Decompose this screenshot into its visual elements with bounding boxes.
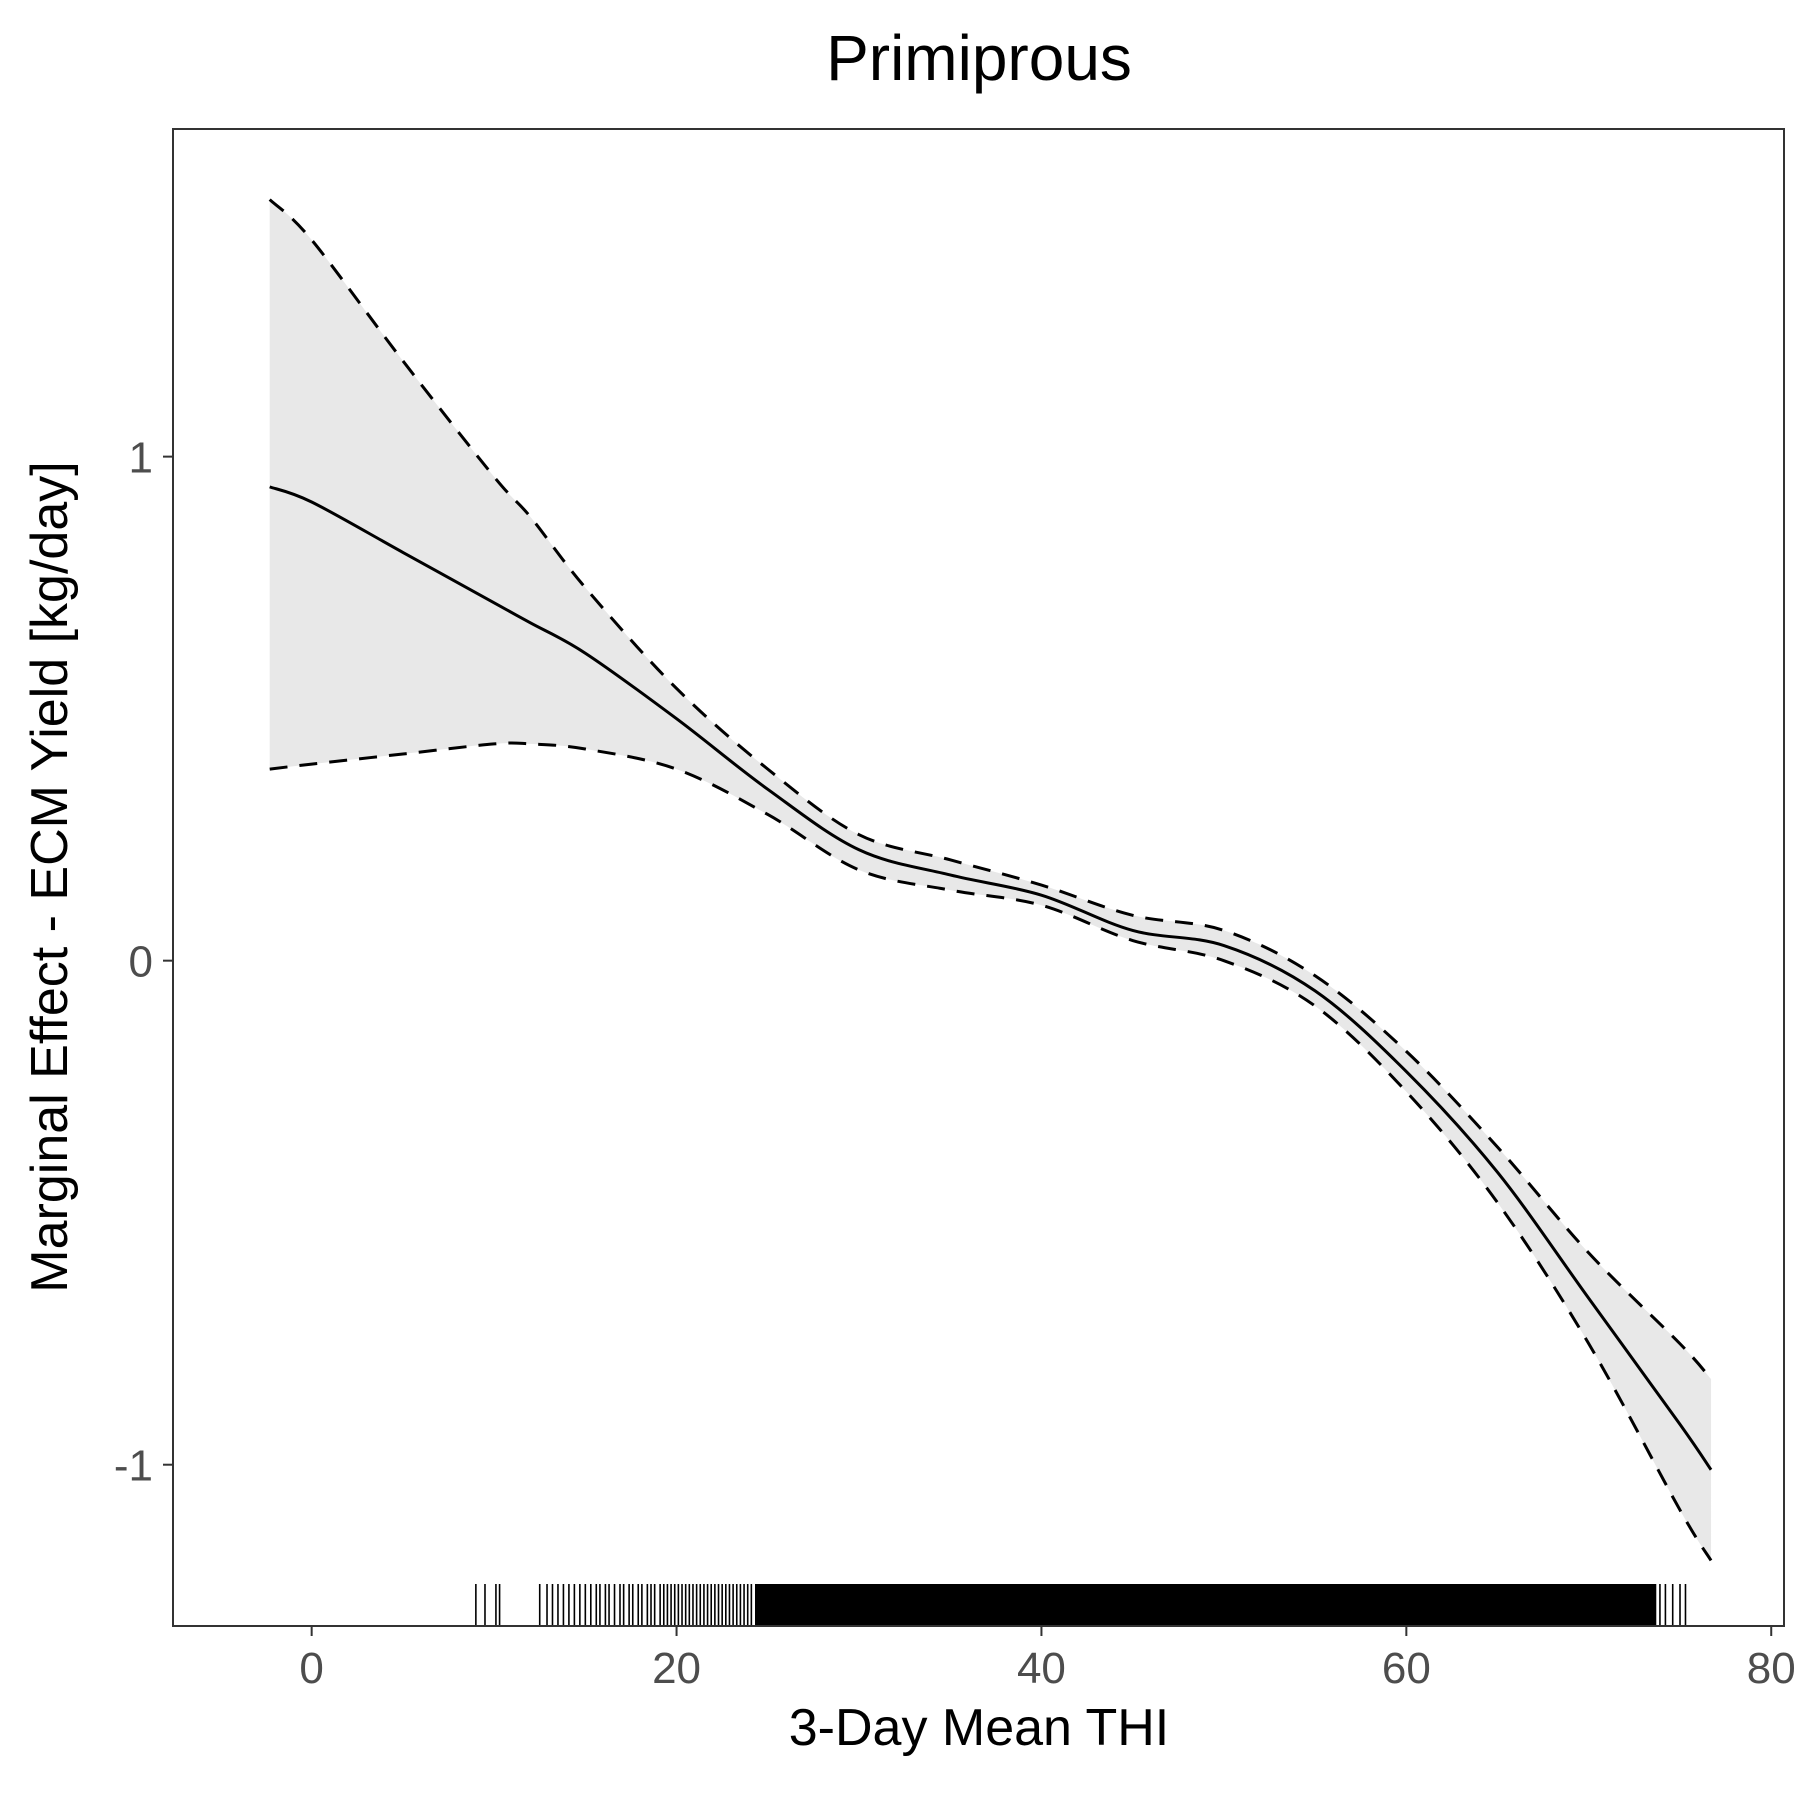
rug-layer <box>475 1584 1687 1626</box>
estimate-line <box>269 485 1713 1471</box>
upper-bound-line <box>268 198 1713 1381</box>
series-lines-layer <box>268 198 1713 1562</box>
y-tick-label: -1 <box>114 1442 153 1491</box>
x-tick-label: 20 <box>652 1644 701 1693</box>
x-axis: 0 20 40 60 80 <box>299 1626 1796 1693</box>
y-axis-title: Marginal Effect - ECM Yield [kg/day] <box>21 461 79 1292</box>
x-tick-label: 60 <box>1382 1644 1431 1693</box>
y-tick-label: 1 <box>129 434 153 483</box>
plot-panel-border <box>172 128 1785 1627</box>
confidence-band <box>269 199 1712 1561</box>
confidence-band-layer <box>269 199 1712 1561</box>
x-axis-title: 3-Day Mean THI <box>789 1699 1170 1757</box>
chart-title: Primiprous <box>826 22 1132 94</box>
rug-dense-block <box>755 1584 1657 1626</box>
x-tick-label: 40 <box>1017 1644 1066 1693</box>
x-tick-label: 80 <box>1747 1644 1796 1693</box>
x-tick-label: 0 <box>299 1644 323 1693</box>
y-axis: 1 0 -1 <box>114 434 173 1491</box>
y-tick-label: 0 <box>129 938 153 987</box>
